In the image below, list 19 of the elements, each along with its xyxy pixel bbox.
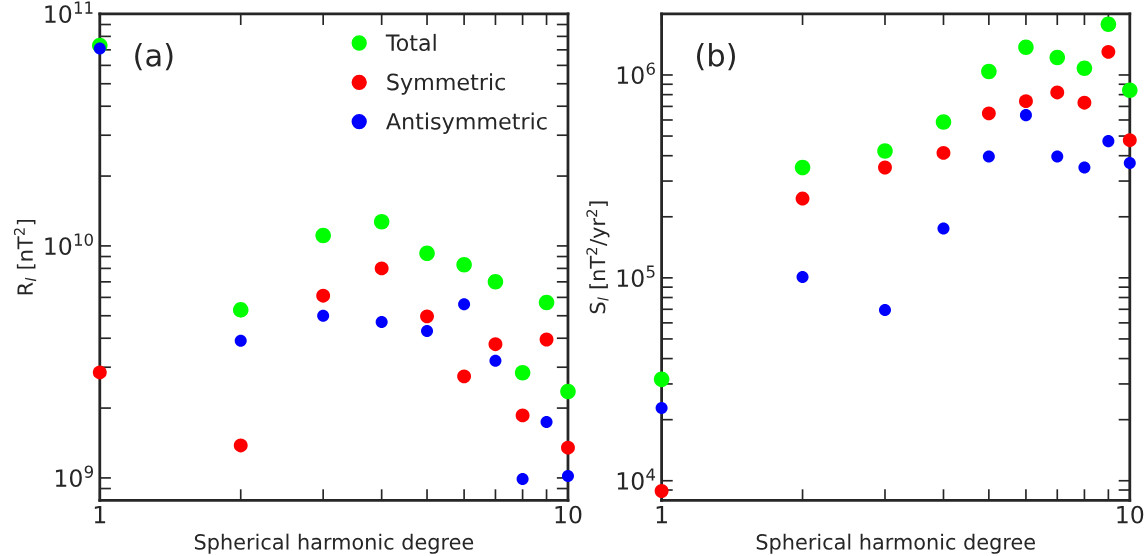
legend-label: Symmetric [387,73,505,95]
x-tick-label: 10 [1117,505,1144,524]
y-tick-label: 10$^{6}$ [617,62,655,85]
x-tick-label: 1 [656,505,667,524]
x-axis-title: Spherical harmonic degree [756,533,1035,554]
annotation: (a) [135,43,173,71]
y-axis-title: R$_{l}$ [nT$^{2}$] [13,219,37,295]
legend-label: Total [385,33,436,52]
y-tick-label: 10$^{4}$ [617,468,656,490]
y-tick-label: 10$^{9}$ [55,465,93,488]
y-tick-label: 10$^{10}$ [45,233,93,256]
x-tick-label: 1 [94,505,106,524]
x-tick-label: 10 [555,505,582,524]
y-axis-title: S$_{l}$ [nT$^{2}$/yr$^{2}$] [586,201,610,314]
y-tick-label: 10$^{5}$ [617,265,655,287]
legend-label: Antisymmetric [386,112,547,134]
annotation: (b) [697,43,735,71]
x-axis-title: Spherical harmonic degree [194,533,474,554]
y-tick-label: 10$^{11}$ [45,1,93,24]
